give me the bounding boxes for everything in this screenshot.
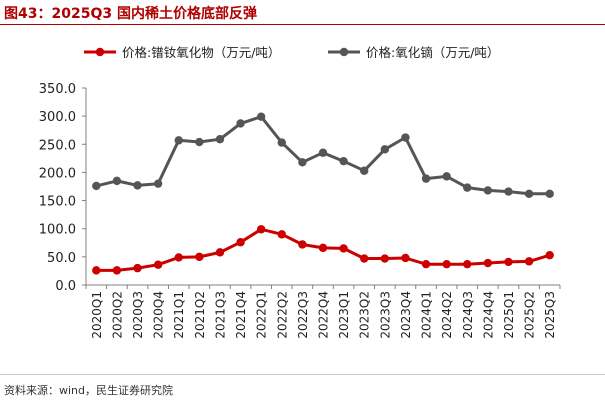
data-point [318, 243, 328, 253]
x-tick-label: 2024Q1 [420, 291, 434, 339]
x-tick-label: 2020Q2 [110, 291, 124, 339]
x-tick-label: 2022Q2 [275, 291, 289, 339]
y-tick-label: 150.0 [39, 195, 76, 210]
data-point [545, 189, 554, 199]
x-tick-label: 2022Q4 [317, 291, 331, 339]
data-point [256, 112, 266, 121]
title-divider [0, 24, 605, 25]
data-point [442, 172, 451, 181]
data-point [215, 135, 225, 144]
data-point [339, 156, 348, 166]
data-point [153, 260, 163, 269]
data-point [92, 181, 101, 191]
data-point [442, 259, 451, 269]
legend-label-1: 价格:氧化镝（万元/吨） [366, 45, 499, 60]
data-point [463, 183, 472, 192]
x-tick-label: 2025Q1 [502, 291, 516, 339]
y-tick-label: 50.0 [47, 251, 76, 266]
y-tick-label: 350.0 [39, 82, 76, 97]
figure-title: 图43：2025Q3 国内稀土价格底部反弹 [4, 6, 257, 22]
data-point [153, 179, 163, 188]
legend-marker-1 [339, 47, 349, 57]
data-point [133, 263, 142, 273]
data-point [380, 145, 390, 154]
series-1 [92, 112, 554, 199]
data-point [215, 248, 225, 257]
y-tick-label: 300.0 [39, 110, 76, 125]
data-point [236, 238, 245, 247]
legend-label-0: 价格:镨钕氧化物（万元/吨） [122, 45, 280, 60]
data-point [504, 257, 513, 267]
data-point [483, 186, 493, 195]
x-tick-label: 2021Q4 [234, 291, 248, 339]
legend-marker-0 [95, 47, 105, 57]
x-axis: 2020Q1 2020Q2 2020Q3 2020Q4 2021Q1 2021Q2 2021… [85, 284, 561, 339]
line-chart: 价格:镨钕氧化物（万元/吨） 价格:氧化镝（万元/吨） 0.0 50.0 100.0 1… [39, 45, 561, 339]
x-tick-label: 2025Q3 [543, 291, 557, 339]
data-point [463, 259, 472, 269]
source-note: 资料来源：wind，民生证券研究院 [4, 384, 174, 397]
data-point [277, 230, 286, 239]
x-tick-label: 2022Q1 [255, 291, 269, 339]
data-point [483, 258, 493, 268]
series-layer [92, 112, 554, 275]
x-tick-label: 2024Q3 [461, 291, 475, 339]
x-tick-label: 2024Q4 [481, 291, 495, 339]
data-point [112, 266, 122, 275]
data-point [174, 136, 183, 145]
data-point [92, 266, 101, 275]
y-axis: 0.0 50.0 100.0 150.0 200.0 250.0 300.0 350.0 [39, 82, 87, 294]
x-tick-label: 2021Q1 [172, 291, 186, 339]
data-point [524, 189, 534, 199]
x-tick-label: 2021Q2 [193, 291, 207, 339]
data-point [339, 244, 348, 253]
data-point [195, 252, 204, 262]
x-tick-label: 2025Q2 [523, 291, 537, 339]
data-point [421, 174, 431, 183]
data-point [298, 240, 307, 249]
data-point [236, 119, 245, 128]
x-tick-label: 2020Q1 [90, 291, 104, 339]
footer-divider [0, 374, 605, 375]
x-tick-label: 2020Q4 [152, 291, 166, 339]
x-tick-label: 2021Q3 [213, 291, 227, 339]
x-tick-label: 2020Q3 [131, 291, 145, 339]
data-point [360, 166, 369, 175]
data-point [277, 138, 286, 147]
x-tick-label: 2024Q2 [440, 291, 454, 339]
data-point [401, 133, 410, 142]
series-0 [92, 225, 554, 275]
x-tick-label: 2023Q3 [378, 291, 392, 339]
data-point [133, 181, 142, 190]
data-point [112, 176, 122, 186]
data-point [195, 137, 204, 147]
data-point [174, 253, 183, 262]
x-tick-label: 2023Q4 [399, 291, 413, 339]
y-tick-label: 100.0 [39, 223, 76, 238]
y-tick-label: 200.0 [39, 166, 76, 181]
data-point [380, 254, 390, 263]
data-point [421, 259, 431, 269]
data-point [298, 158, 307, 167]
data-point [524, 257, 534, 266]
y-tick-label: 250.0 [39, 138, 76, 153]
chart-legend: 价格:镨钕氧化物（万元/吨） 价格:氧化镝（万元/吨） [84, 45, 499, 60]
x-tick-label: 2023Q2 [358, 291, 372, 339]
data-point [504, 187, 513, 196]
data-point [360, 254, 369, 263]
data-point [401, 253, 410, 263]
y-tick-label: 0.0 [55, 279, 76, 294]
x-tick-label: 2022Q3 [296, 291, 310, 339]
data-point [256, 225, 266, 234]
data-point [318, 148, 328, 157]
data-point [545, 250, 554, 260]
x-tick-label: 2023Q1 [337, 291, 351, 339]
